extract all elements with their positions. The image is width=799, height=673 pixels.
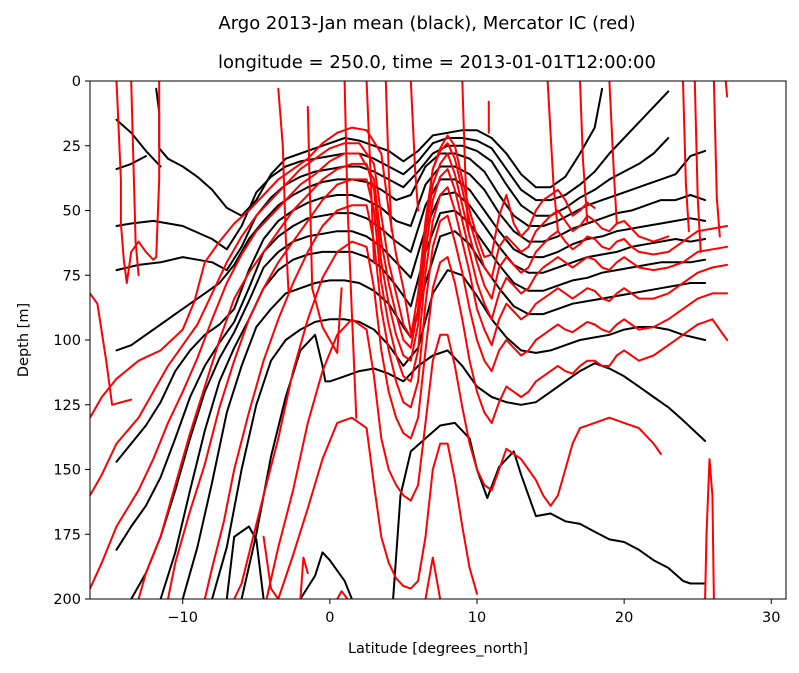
- mercator-contour-19: [90, 142, 670, 497]
- mercator-contour-25: [265, 318, 662, 599]
- mercator-contour-28: [277, 87, 290, 295]
- argo-contour-8: [130, 191, 707, 599]
- argo-contour-3: [115, 90, 670, 251]
- y-tick-label: 75: [63, 268, 81, 284]
- y-axis-label: Depth [m]: [16, 303, 32, 377]
- mercator-contour-45: [336, 590, 349, 599]
- mercator-contour-38: [608, 81, 618, 225]
- x-tick-label: 10: [468, 610, 486, 626]
- x-axis: −10 0 10 20 30: [167, 599, 781, 626]
- chart-suptitle: Argo 2013-Jan mean (black), Mercator IC …: [218, 13, 635, 34]
- y-tick-label: 200: [53, 592, 81, 608]
- mercator-contour-17: [115, 81, 161, 284]
- y-tick-label: 0: [72, 74, 81, 90]
- mercator-contour-27: [130, 81, 140, 277]
- argo-contour-0: [115, 118, 162, 168]
- y-tick-label: 100: [53, 333, 81, 349]
- mercator-contour-21: [137, 162, 729, 599]
- argo-contour-13: [225, 525, 265, 599]
- mercator-contour-46: [424, 556, 442, 599]
- mercator-contour-31: [365, 81, 375, 264]
- argo-contour-12: [240, 333, 707, 599]
- x-tick-label: 20: [615, 610, 633, 626]
- x-tick-label: 0: [325, 610, 334, 626]
- argo-contour-7: [115, 178, 707, 551]
- mercator-contour-43: [704, 458, 715, 599]
- mercator-contour-42: [724, 81, 729, 98]
- mercator-contour-23: [203, 204, 729, 599]
- mercator-contour-36: [546, 81, 559, 233]
- argo-contour-2: [155, 87, 604, 217]
- mercator-contour-32: [384, 81, 393, 233]
- argo-contour-1: [115, 155, 147, 171]
- argo-contour-10: [181, 230, 707, 599]
- mercator-contour-30: [343, 81, 358, 419]
- mercator-contour-16: [90, 292, 133, 406]
- x-tick-label: 30: [762, 610, 780, 626]
- argo-contour-6: [115, 165, 707, 463]
- argo-contour-4: [115, 137, 670, 272]
- mercator-contour-41: [712, 81, 721, 238]
- argo-contour-11: [211, 269, 707, 599]
- y-tick-label: 175: [53, 527, 81, 543]
- mercator-contour-20: [90, 152, 729, 590]
- x-axis-label: Latitude [degrees_north]: [348, 641, 528, 657]
- y-axis: 0 25 50 75 100 125 150 175 200: [53, 74, 90, 608]
- mercator-contour-26: [277, 416, 478, 599]
- mercator-contour-33: [409, 81, 420, 212]
- series-layer: [90, 81, 729, 599]
- mercator-contour-47: [262, 535, 280, 599]
- mercator-contour-34: [461, 81, 470, 233]
- y-tick-label: 150: [53, 463, 81, 479]
- y-tick-label: 50: [63, 204, 81, 220]
- argo-contour-14: [299, 551, 353, 599]
- y-tick-label: 125: [53, 398, 81, 414]
- y-tick-label: 25: [63, 139, 81, 155]
- x-tick-label: −10: [167, 610, 198, 626]
- mercator-contour-40: [693, 81, 702, 253]
- mercator-contour-22: [167, 178, 729, 599]
- mercator-contour-29: [306, 105, 343, 354]
- chart-title: longitude = 250.0, time = 2013-01-01T12:…: [218, 52, 656, 73]
- mercator-contour-37: [579, 81, 589, 225]
- mercator-contour-39: [682, 81, 690, 233]
- mercator-contour-44: [299, 556, 309, 599]
- argo-contour-15: [392, 421, 707, 599]
